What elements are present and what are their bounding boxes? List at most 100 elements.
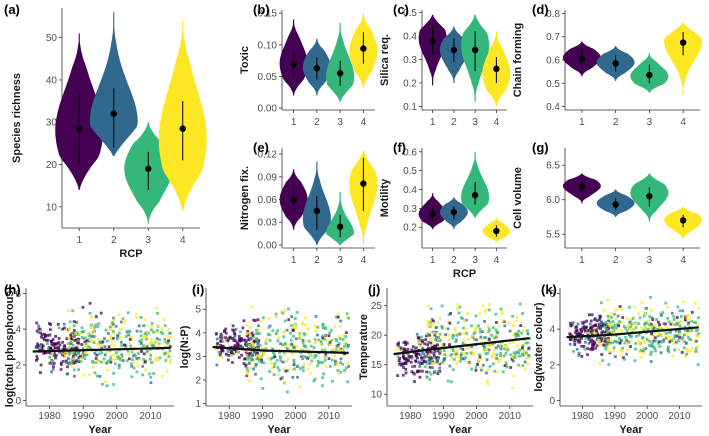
data-point: [321, 326, 325, 330]
data-point: [79, 360, 83, 363]
data-point: [339, 319, 343, 323]
data-point: [88, 311, 92, 315]
data-point: [428, 349, 432, 353]
data-point: [277, 336, 280, 340]
data-point: [649, 353, 653, 356]
data-point: [568, 342, 572, 346]
data-point: [90, 339, 94, 343]
data-point: [290, 324, 293, 328]
data-point: [124, 335, 128, 338]
data-point: [442, 359, 446, 363]
data-point: [135, 329, 139, 333]
scatter-points: [568, 296, 701, 366]
data-point: [688, 318, 692, 322]
data-point: [591, 324, 595, 328]
data-point: [71, 309, 74, 313]
data-point: [139, 334, 143, 338]
data-point: [156, 311, 159, 315]
data-point: [145, 350, 149, 353]
data-point: [486, 351, 489, 355]
data-point: [573, 339, 577, 342]
mean-point-rcp2: [612, 60, 619, 67]
data-point: [602, 335, 606, 338]
data-point: [497, 324, 501, 328]
data-point: [509, 353, 513, 357]
data-point: [437, 336, 440, 339]
trend-line: [212, 345, 349, 354]
data-point: [679, 319, 683, 323]
data-point: [500, 344, 503, 348]
data-point: [685, 349, 689, 353]
data-point: [420, 358, 424, 362]
data-point: [166, 335, 170, 339]
data-point: [140, 348, 144, 352]
data-point: [111, 330, 115, 333]
data-point: [407, 355, 411, 358]
data-point: [301, 366, 305, 369]
data-point: [633, 327, 636, 331]
data-point: [499, 352, 502, 355]
data-point: [293, 317, 297, 320]
data-point: [335, 348, 338, 352]
data-point: [501, 319, 505, 323]
data-point: [589, 347, 592, 351]
data-point: [688, 330, 692, 334]
data-point: [347, 365, 351, 368]
data-point: [305, 339, 309, 343]
data-point: [635, 322, 638, 326]
data-point: [483, 320, 486, 323]
data-point: [667, 320, 671, 324]
data-point: [457, 355, 461, 359]
data-point: [697, 316, 700, 320]
data-point: [398, 361, 402, 364]
data-point: [634, 326, 638, 329]
data-point: [344, 335, 348, 338]
data-point: [249, 358, 253, 362]
data-point: [246, 358, 249, 361]
data-point: [335, 315, 338, 319]
data-point: [650, 350, 653, 354]
data-point: [486, 368, 490, 371]
data-point: [39, 371, 42, 374]
data-point: [270, 366, 274, 370]
data-point: [91, 325, 95, 329]
y-tick-label: 50: [46, 33, 58, 44]
data-point: [462, 357, 466, 361]
data-point: [484, 352, 488, 355]
data-point: [333, 363, 337, 366]
data-point: [666, 347, 670, 351]
mean-point-rcp1: [290, 61, 297, 68]
data-point: [581, 326, 585, 330]
data-point: [103, 345, 107, 349]
data-point: [285, 360, 288, 363]
data-point: [46, 342, 49, 345]
data-point: [461, 348, 465, 351]
data-point: [75, 331, 79, 335]
data-point: [591, 339, 595, 343]
data-point: [117, 313, 121, 317]
data-point: [678, 309, 682, 313]
data-point: [604, 340, 608, 343]
data-point: [485, 358, 489, 362]
data-point: [298, 335, 301, 339]
data-point: [432, 356, 436, 359]
data-point: [150, 343, 154, 347]
data-point: [341, 349, 345, 352]
data-point: [418, 369, 421, 373]
data-point: [605, 328, 609, 331]
data-point: [470, 324, 473, 328]
data-point: [426, 332, 430, 336]
y-tick-label: 30: [46, 118, 58, 129]
data-point: [145, 333, 148, 337]
data-point: [79, 354, 82, 358]
data-point: [245, 372, 249, 376]
data-point: [455, 334, 459, 337]
data-point: [221, 338, 225, 342]
data-point: [396, 355, 400, 359]
y-axis-label: log(water colour): [533, 302, 545, 392]
data-point: [502, 354, 506, 357]
x-tick-label: 4: [180, 235, 186, 246]
data-point: [332, 337, 335, 341]
data-point: [669, 330, 673, 333]
